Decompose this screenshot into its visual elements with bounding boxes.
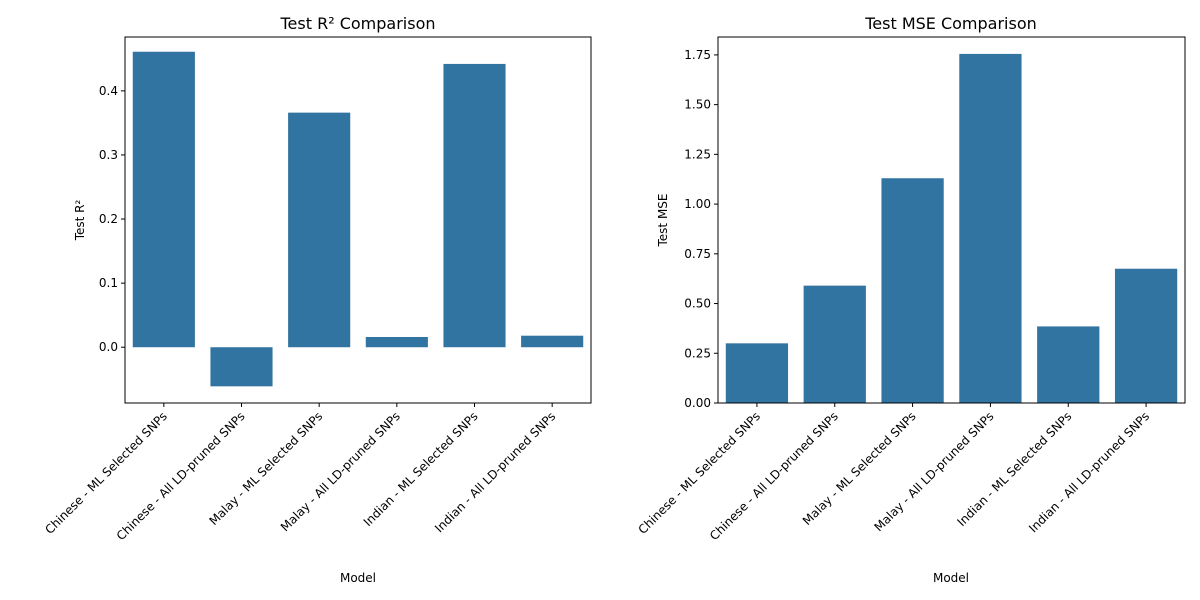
r2-y-tick-label: 0.4 — [99, 84, 118, 98]
r2-plot-frame — [124, 36, 592, 404]
mse-bar — [725, 343, 789, 403]
r2-bars — [132, 51, 584, 387]
mse-bar — [881, 178, 944, 403]
mse-y-axis: 0.00 0.25 0.50 0.75 1.00 1.25 1.50 1.75 — [684, 48, 718, 410]
r2-y-axis-label: Test R² — [73, 200, 87, 242]
r2-chart: Test R² Comparison 0.0 0.1 0.2 0.3 0.4 Chine… — [42, 14, 592, 585]
mse-x-tick-label: Chinese - All LD-pruned SNPs — [707, 409, 841, 543]
mse-bars — [725, 53, 1178, 403]
r2-y-axis: 0.0 0.1 0.2 0.3 0.4 — [99, 84, 125, 354]
mse-plot-frame — [717, 36, 1186, 404]
mse-x-tick-label: Chinese - ML Selected SNPs — [635, 409, 763, 537]
mse-y-tick-label: 1.00 — [684, 197, 711, 211]
r2-bar — [443, 63, 506, 348]
r2-chart-title: Test R² Comparison — [279, 14, 435, 33]
mse-y-tick-label: 1.25 — [684, 147, 711, 161]
r2-x-tick-label: Chinese - All LD-pruned SNPs — [114, 409, 248, 543]
mse-bar — [959, 53, 1022, 403]
mse-y-axis-label: Test MSE — [656, 194, 670, 248]
mse-y-tick-label: 0.25 — [684, 346, 711, 360]
mse-y-tick-label: 0.75 — [684, 247, 711, 261]
r2-bar — [365, 336, 428, 348]
r2-y-tick-label: 0.1 — [99, 276, 118, 290]
r2-bar — [210, 347, 273, 387]
r2-y-tick-label: 0.3 — [99, 148, 118, 162]
mse-chart: Test MSE Comparison 0.00 0.25 0.50 0.75 1.00… — [635, 14, 1186, 585]
mse-bar — [1114, 268, 1178, 403]
mse-chart-title: Test MSE Comparison — [864, 14, 1037, 33]
r2-y-tick-label: 0.0 — [99, 340, 118, 354]
mse-x-axis-label: Model — [933, 571, 969, 585]
mse-bar — [803, 285, 866, 403]
r2-bar — [132, 51, 195, 348]
r2-bar — [521, 335, 584, 348]
mse-y-tick-label: 1.75 — [684, 48, 711, 62]
r2-x-axis-label: Model — [340, 571, 376, 585]
mse-y-tick-label: 1.50 — [684, 98, 711, 112]
mse-y-tick-label: 0.50 — [684, 297, 711, 311]
r2-x-tick-label: Chinese - ML Selected SNPs — [42, 409, 170, 537]
mse-y-tick-label: 0.00 — [684, 396, 711, 410]
r2-y-tick-label: 0.2 — [99, 212, 118, 226]
r2-bar — [288, 112, 351, 348]
mse-bar — [1037, 326, 1100, 403]
